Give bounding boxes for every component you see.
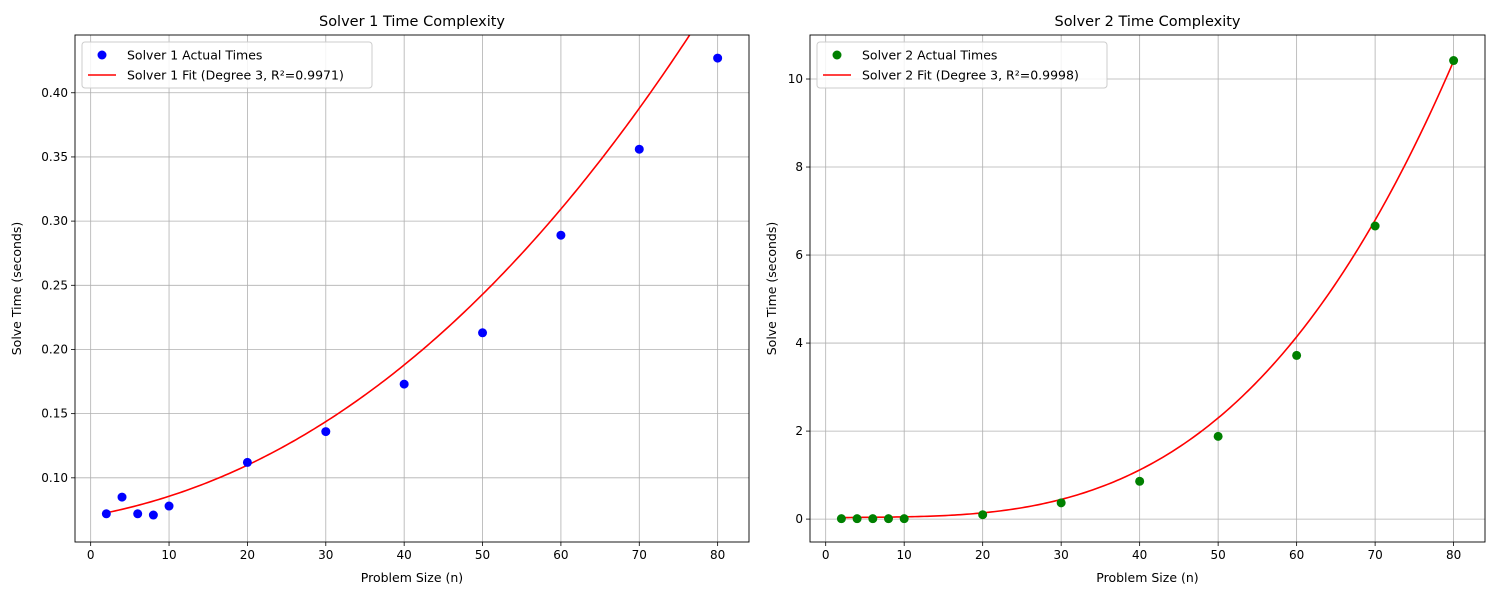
x-tick-label: 20 [240,548,255,562]
chart-title: Solver 1 Time Complexity [319,14,505,30]
fit-line [106,35,691,514]
x-tick-label: 0 [87,548,95,562]
y-tick-label: 0.30 [41,214,68,228]
data-point [117,492,127,502]
x-tick-label: 10 [161,548,176,562]
x-tick-label: 30 [318,548,333,562]
x-tick-label: 80 [710,548,725,562]
x-axis-label: Problem Size (n) [361,570,463,585]
legend-marker [832,50,842,60]
fit-line [841,60,1455,519]
data-point [1056,498,1066,508]
legend-box [816,41,1108,89]
legend: Solver 2 Actual Times Solver 2 Fit (Degre… [816,41,1108,89]
chart-title: Solver 2 Time Complexity [1054,14,1240,30]
x-tick-label: 40 [1132,548,1147,562]
y-tick-label: 8 [795,160,803,174]
data-point [1292,350,1302,360]
axes-frame [809,34,1486,543]
x-tick-label: 20 [975,548,990,562]
legend: Solver 1 Actual Times Solver 1 Fit (Degre… [81,41,373,89]
data-point [1449,56,1459,66]
x-tick-label: 70 [632,548,647,562]
x-axis-label: Problem Size (n) [1096,570,1198,585]
data-point [101,509,111,519]
data-point [899,514,909,524]
x-tick-label: 70 [1367,548,1382,562]
x-tick-label: 80 [1446,548,1461,562]
data-point [133,509,143,519]
y-tick-label: 10 [788,72,803,86]
chart-1: Solver 1 Time Complexity 0 10 20 30 40 50 60 70 8… [9,14,750,585]
legend-marker [97,50,107,60]
data-point [634,144,644,154]
data-point [164,501,174,511]
data-point [399,379,409,389]
y-axis-label: Solve Time (seconds) [764,222,779,356]
x-tick-label: 60 [1289,548,1304,562]
data-point [242,457,252,467]
y-tick-label: 0 [795,512,803,526]
y-axis-label: Solve Time (seconds) [9,222,24,356]
y-tick-label: 4 [795,336,803,350]
data-point [883,514,893,524]
y-tick-label: 0.25 [41,278,68,292]
data-point [321,427,331,437]
y-tick-label: 0.35 [41,150,68,164]
x-tick-label: 0 [822,548,830,562]
legend-label: Solver 2 Actual Times [862,48,997,63]
y-tick-label: 0.10 [41,471,68,485]
x-tick-label: 50 [475,548,490,562]
y-tick-label: 2 [795,424,803,438]
legend-label: Solver 2 Fit (Degree 3, R²=0.9998) [862,68,1079,83]
y-tick-label: 0.40 [41,86,68,100]
plot-area [836,56,1459,524]
x-tick-label: 60 [553,548,568,562]
y-tick-label: 6 [795,248,803,262]
data-point [1213,431,1223,441]
data-point [1135,476,1145,486]
data-point [713,53,723,63]
y-tick-label: 0.15 [41,407,68,421]
data-point [1370,221,1380,231]
legend-label: Solver 1 Actual Times [127,48,262,63]
data-point [148,510,158,520]
data-point [852,514,862,524]
data-point [478,328,488,338]
x-tick-label: 10 [897,548,912,562]
legend-box [81,41,373,89]
plot-area [101,35,723,520]
data-point [868,514,878,524]
data-point [836,514,846,524]
axes-frame [74,34,750,543]
x-tick-label: 50 [1210,548,1225,562]
x-tick-label: 40 [397,548,412,562]
legend-label: Solver 1 Fit (Degree 3, R²=0.9971) [127,68,344,83]
x-tick-label: 30 [1054,548,1069,562]
data-point [556,230,566,240]
y-tick-label: 0.20 [41,342,68,356]
data-point [978,510,988,520]
